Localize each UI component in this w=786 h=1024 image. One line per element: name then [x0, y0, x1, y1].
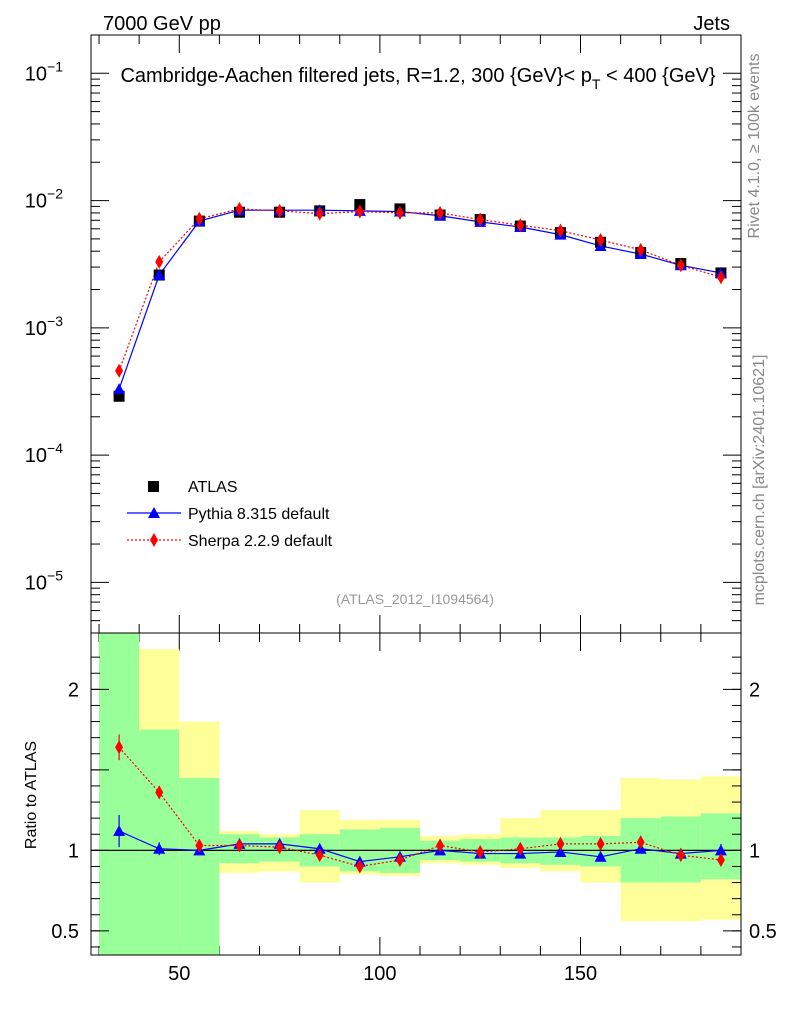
point-sherpa — [556, 223, 565, 238]
ratio-y-tick-label: 0.5 — [51, 921, 79, 943]
mcplots-label: mcplots.cern.ch [arXiv:2401.10621] — [751, 355, 768, 606]
ratio-panel-frame — [90, 632, 742, 956]
ratio-point-sherpa — [195, 838, 204, 853]
legend-label-pythia: Pythia 8.315 default — [188, 506, 330, 523]
legend-label-sherpa: Sherpa 2.2.9 default — [188, 533, 333, 550]
ratio-band-inner — [99, 633, 140, 955]
analysis-label: (ATLAS_2012_I1094564) — [336, 591, 494, 607]
point-atlas — [113, 390, 125, 402]
legend-label-atlas: ATLAS — [188, 479, 238, 496]
point-sherpa — [275, 203, 284, 218]
y-tick-label: 10−1 — [25, 58, 63, 85]
ratio-ylabel: Ratio to ATLAS — [23, 741, 40, 849]
point-sherpa — [596, 232, 605, 247]
point-sherpa — [235, 201, 244, 216]
point-sherpa — [676, 258, 685, 273]
x-tick-label: 150 — [564, 963, 597, 985]
ratio-point-sherpa — [476, 844, 485, 859]
chart-title: Cambridge-Aachen filtered jets, R=1.2, 3… — [120, 65, 715, 92]
ratio-y-tick-label-right: 2 — [749, 679, 760, 701]
point-pythia — [153, 269, 166, 281]
ratio-y-tick-label-right: 0.5 — [749, 921, 777, 943]
x-tick-label: 50 — [168, 963, 190, 985]
ratio-point-sherpa — [395, 853, 404, 868]
ratio-y-tick-label: 1 — [68, 840, 79, 862]
ratio-point-sherpa — [436, 838, 445, 853]
y-tick-label: 10−4 — [25, 440, 63, 467]
x-tick-label: 100 — [363, 963, 396, 985]
ratio-point-sherpa — [115, 740, 124, 755]
ratio-point-sherpa — [355, 859, 364, 874]
ratio-point-pythia — [554, 845, 567, 857]
y-tick-label: 10−5 — [25, 567, 63, 594]
ratio-point-sherpa — [516, 841, 525, 856]
header-left-label: 7000 GeV pp — [103, 13, 221, 35]
ratio-point-pythia — [714, 844, 727, 856]
series-line-pythia — [118, 209, 722, 390]
ratio-band-inner — [179, 777, 220, 955]
ratio-point-sherpa — [155, 785, 164, 800]
point-pythia — [113, 383, 126, 395]
ratio-panel: 50 100 150 2 2 1 1 0.5 0.5 — [51, 633, 777, 985]
ratio-y-tick-label-right: 1 — [749, 840, 760, 862]
point-sherpa — [716, 270, 725, 285]
legend-marker-sherpa — [150, 533, 158, 547]
ratio-line-pythia — [118, 830, 721, 863]
ratio-point-sherpa — [596, 836, 605, 851]
ratio-point-sherpa — [235, 838, 244, 853]
ratio-point-sherpa — [556, 836, 565, 851]
ratio-point-pythia — [153, 842, 166, 854]
ratio-point-pythia — [594, 850, 607, 862]
ratio-point-sherpa — [636, 835, 645, 850]
legend-marker-atlas — [148, 481, 159, 492]
point-sherpa — [195, 211, 204, 226]
header-right-label: Jets — [693, 13, 730, 35]
point-sherpa — [636, 242, 645, 257]
point-sherpa — [516, 218, 525, 233]
ratio-y-tick-label: 2 — [68, 679, 79, 701]
legend: ATLAS Pythia 8.315 default Sherpa 2.2.9 … — [127, 479, 333, 550]
series-line-sherpa — [118, 208, 722, 371]
point-sherpa — [315, 206, 324, 221]
ratio-point-sherpa — [716, 853, 725, 868]
point-sherpa — [355, 204, 364, 219]
ratio-point-sherpa — [315, 848, 324, 863]
main-panel: 10−1 10−2 10−3 10−4 10−5 — [25, 34, 742, 634]
point-sherpa — [436, 205, 445, 220]
y-tick-label: 10−2 — [25, 186, 63, 213]
point-sherpa — [115, 363, 124, 378]
point-sherpa — [476, 212, 485, 227]
rivet-label: Rivet 4.1.0, ≥ 100k events — [746, 54, 763, 239]
ratio-point-pythia — [113, 825, 126, 837]
point-sherpa — [395, 205, 404, 220]
ratio-point-sherpa — [275, 840, 284, 855]
legend-marker-pythia — [148, 507, 160, 518]
y-tick-label: 10−3 — [25, 313, 63, 340]
ratio-point-sherpa — [676, 848, 685, 863]
point-sherpa — [155, 254, 164, 269]
